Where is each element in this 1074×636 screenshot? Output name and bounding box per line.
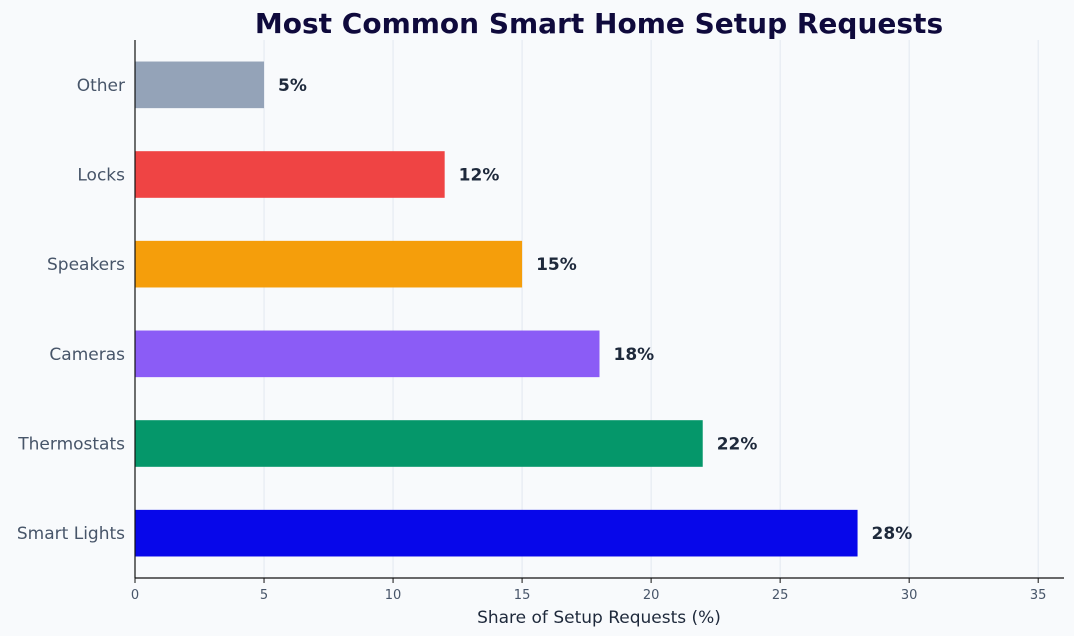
bar (135, 420, 703, 467)
x-tick-label: 25 (772, 588, 789, 603)
data-label: 12% (459, 166, 500, 186)
x-tick-label: 5 (260, 588, 268, 603)
category-label: Speakers (47, 255, 125, 275)
data-label: 28% (872, 524, 913, 544)
x-tick-label: 0 (131, 588, 139, 603)
bar (135, 61, 265, 109)
data-label: 15% (536, 255, 577, 275)
data-label: 5% (278, 76, 307, 96)
x-tick-label: 30 (901, 588, 918, 603)
category-labels: Smart Lights Thermostats Cameras Speakers Lo… (17, 76, 125, 544)
chart-title: Most Common Smart Home Setup Requests (255, 7, 943, 40)
bars (135, 61, 858, 557)
category-label: Smart Lights (17, 524, 125, 544)
x-tick-label: 10 (385, 588, 402, 603)
data-label: 18% (614, 345, 655, 365)
bar (135, 240, 523, 288)
x-tick-label: 20 (643, 588, 660, 603)
data-label: 22% (717, 435, 758, 455)
category-label: Thermostats (17, 435, 125, 455)
category-label: Locks (77, 166, 125, 186)
bar (135, 151, 445, 198)
x-axis-title: Share of Setup Requests (%) (477, 608, 721, 628)
x-tick-labels: 0 5 10 15 20 25 30 35 (131, 578, 1047, 603)
bar (135, 330, 600, 378)
category-label: Cameras (49, 345, 125, 365)
category-label: Other (77, 76, 125, 96)
x-tick-label: 35 (1030, 588, 1047, 603)
bar (135, 509, 858, 557)
grid-lines (134, 40, 1039, 578)
x-tick-label: 15 (514, 588, 531, 603)
data-labels: 28% 22% 18% 15% 12% 5% (278, 76, 912, 544)
